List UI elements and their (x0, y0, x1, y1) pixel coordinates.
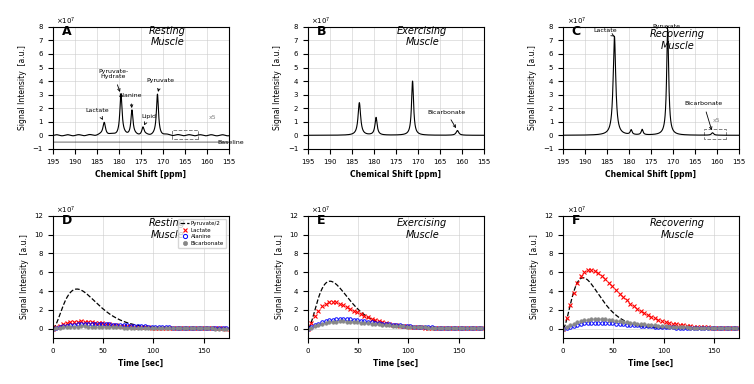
Text: D: D (62, 215, 72, 227)
Y-axis label: Signal Intensity  [a.u.]: Signal Intensity [a.u.] (20, 235, 29, 319)
Text: Alanine: Alanine (119, 93, 143, 107)
Text: Resting
Muscle: Resting Muscle (149, 26, 185, 47)
Text: $\times 10^7$: $\times 10^7$ (566, 205, 586, 216)
Text: E: E (317, 215, 325, 227)
Text: $\times 10^7$: $\times 10^7$ (311, 16, 331, 27)
Legend: Pyruvate/2, Lactate, Alanine, Bicarbonate: Pyruvate/2, Lactate, Alanine, Bicarbonat… (178, 219, 226, 248)
Text: Pyruvate: Pyruvate (146, 78, 174, 91)
Text: Pyruvate-
Hydrate: Pyruvate- Hydrate (98, 69, 129, 91)
Text: Exercising
Muscle: Exercising Muscle (397, 26, 447, 47)
Y-axis label: Signal Intensity  [a.u.]: Signal Intensity [a.u.] (274, 235, 284, 319)
Text: Pyruvate: Pyruvate (652, 23, 680, 29)
Text: $\times 10^7$: $\times 10^7$ (57, 16, 75, 27)
Y-axis label: Signal Intensity  [a.u.]: Signal Intensity [a.u.] (18, 45, 27, 130)
Text: Lactate: Lactate (86, 108, 109, 119)
Text: Bicarbonate: Bicarbonate (428, 109, 465, 127)
Text: Lactate: Lactate (593, 28, 617, 36)
Text: A: A (62, 25, 71, 38)
Y-axis label: Signal Intensity  [a.u.]: Signal Intensity [a.u.] (530, 235, 538, 319)
Bar (172, 130, 198, 139)
X-axis label: Chemical Shift [ppm]: Chemical Shift [ppm] (95, 170, 186, 179)
Bar (703, 129, 725, 139)
Text: $\times 10^7$: $\times 10^7$ (566, 16, 586, 27)
Text: Baseline: Baseline (218, 140, 244, 145)
Text: Resting
Muscle: Resting Muscle (149, 218, 185, 240)
Text: Recovering
Muscle: Recovering Muscle (650, 29, 705, 51)
Text: C: C (572, 25, 581, 38)
Y-axis label: Signal Intensity  [a.u.]: Signal Intensity [a.u.] (273, 45, 282, 130)
Text: x5: x5 (209, 115, 216, 120)
X-axis label: Time [sec]: Time [sec] (373, 359, 418, 368)
Text: Exercising
Muscle: Exercising Muscle (397, 218, 447, 240)
Text: $\times 10^7$: $\times 10^7$ (57, 205, 75, 216)
Text: Lipid: Lipid (141, 114, 156, 124)
Text: B: B (317, 25, 326, 38)
Text: Bicarbonate: Bicarbonate (685, 101, 723, 129)
X-axis label: Chemical Shift [ppm]: Chemical Shift [ppm] (351, 170, 441, 179)
Text: F: F (572, 215, 581, 227)
Text: Recovering
Muscle: Recovering Muscle (650, 218, 705, 240)
X-axis label: Time [sec]: Time [sec] (118, 359, 164, 368)
Text: $\times 10^7$: $\times 10^7$ (311, 205, 331, 216)
X-axis label: Chemical Shift [ppm]: Chemical Shift [ppm] (605, 170, 697, 179)
Y-axis label: Signal Intensity  [a.u.]: Signal Intensity [a.u.] (529, 45, 538, 130)
Text: x5: x5 (713, 118, 720, 123)
X-axis label: Time [sec]: Time [sec] (628, 359, 673, 368)
